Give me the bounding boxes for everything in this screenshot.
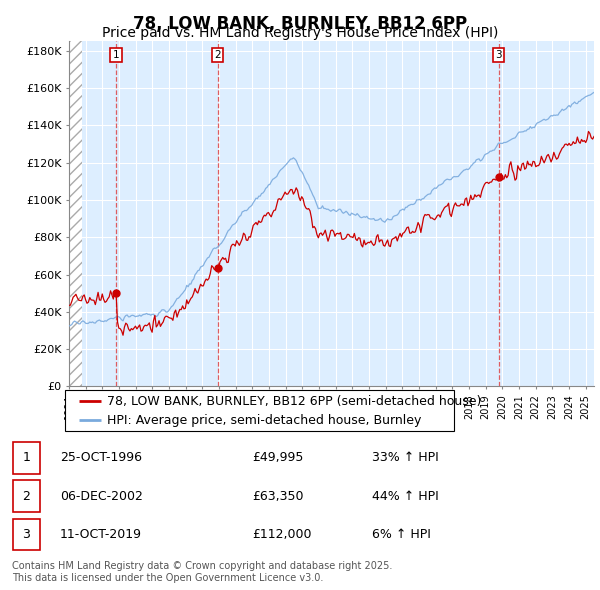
Text: 11-OCT-2019: 11-OCT-2019 <box>60 528 142 541</box>
Text: 3: 3 <box>22 528 31 541</box>
Text: 78, LOW BANK, BURNLEY, BB12 6PP: 78, LOW BANK, BURNLEY, BB12 6PP <box>133 15 467 33</box>
Text: 1: 1 <box>113 50 119 60</box>
Text: £63,350: £63,350 <box>252 490 304 503</box>
FancyBboxPatch shape <box>65 390 454 431</box>
Text: 06-DEC-2002: 06-DEC-2002 <box>60 490 143 503</box>
FancyBboxPatch shape <box>13 442 40 474</box>
Text: £112,000: £112,000 <box>252 528 311 541</box>
Text: 2: 2 <box>22 490 31 503</box>
Text: 33% ↑ HPI: 33% ↑ HPI <box>372 451 439 464</box>
Text: 3: 3 <box>496 50 502 60</box>
Text: 78, LOW BANK, BURNLEY, BB12 6PP (semi-detached house): 78, LOW BANK, BURNLEY, BB12 6PP (semi-de… <box>107 395 481 408</box>
Text: 1: 1 <box>22 451 31 464</box>
Bar <box>69 41 82 386</box>
Text: 2: 2 <box>215 50 221 60</box>
FancyBboxPatch shape <box>13 480 40 512</box>
Text: 25-OCT-1996: 25-OCT-1996 <box>60 451 142 464</box>
FancyBboxPatch shape <box>13 519 40 550</box>
Text: £49,995: £49,995 <box>252 451 304 464</box>
Text: 44% ↑ HPI: 44% ↑ HPI <box>372 490 439 503</box>
Text: 6% ↑ HPI: 6% ↑ HPI <box>372 528 431 541</box>
Text: Contains HM Land Registry data © Crown copyright and database right 2025.
This d: Contains HM Land Registry data © Crown c… <box>12 561 392 583</box>
Text: HPI: Average price, semi-detached house, Burnley: HPI: Average price, semi-detached house,… <box>107 414 421 427</box>
Text: Price paid vs. HM Land Registry's House Price Index (HPI): Price paid vs. HM Land Registry's House … <box>102 26 498 40</box>
